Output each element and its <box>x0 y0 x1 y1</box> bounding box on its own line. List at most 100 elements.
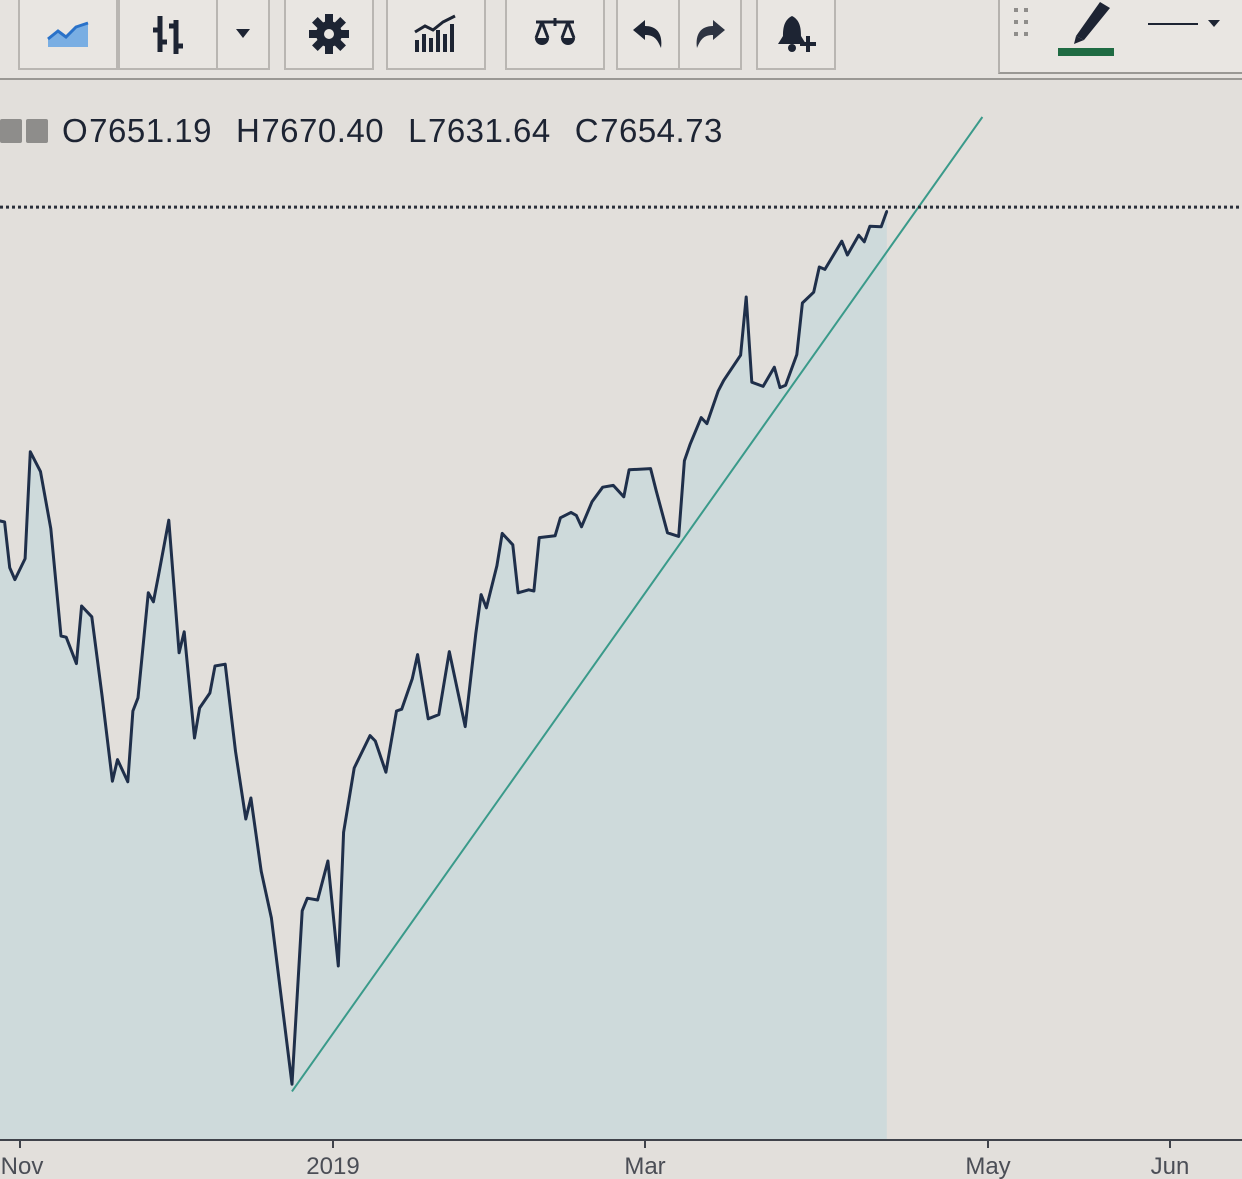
data-point <box>384 771 388 774</box>
data-point <box>374 739 377 743</box>
data-point <box>13 578 17 581</box>
chart-type-bars-button[interactable] <box>118 0 218 70</box>
pencil-tool-button[interactable] <box>1054 0 1120 62</box>
high-value: H7670.40 <box>235 112 385 149</box>
data-point <box>479 593 483 596</box>
data-point <box>193 736 196 740</box>
data-point <box>0 519 1 522</box>
data-point <box>3 520 6 524</box>
indicators-button[interactable] <box>386 0 486 70</box>
data-point <box>538 536 541 539</box>
data-point <box>580 525 583 528</box>
data-point <box>622 495 626 498</box>
data-point <box>840 240 844 243</box>
data-point <box>716 390 720 393</box>
line-style-dropdown[interactable] <box>1142 6 1232 42</box>
data-point <box>739 354 742 357</box>
data-point <box>474 632 477 635</box>
data-point <box>485 606 488 609</box>
data-point <box>157 574 160 577</box>
data-point <box>64 636 68 639</box>
gear-icon <box>309 14 349 54</box>
data-point <box>511 543 514 546</box>
data-point <box>59 634 63 638</box>
chart-type-dropdown[interactable] <box>216 0 270 70</box>
data-point <box>773 366 776 369</box>
data-point <box>464 725 467 728</box>
redo-button[interactable] <box>678 0 742 70</box>
data-point <box>745 295 748 299</box>
data-point <box>49 527 52 530</box>
settings-button[interactable] <box>284 0 374 70</box>
x-tick-label: Nov <box>1 1153 44 1179</box>
data-point <box>885 210 888 213</box>
data-point <box>244 817 247 821</box>
data-point <box>290 1083 294 1086</box>
data-point <box>167 519 171 522</box>
data-point <box>270 916 273 920</box>
add-alert-button[interactable] <box>756 0 836 70</box>
data-point <box>326 859 330 863</box>
data-point <box>495 564 499 567</box>
undo-button[interactable] <box>616 0 680 70</box>
data-point <box>559 516 562 519</box>
close-value: C7654.73 <box>574 112 723 149</box>
data-point <box>198 706 201 710</box>
chart-type-area-button[interactable] <box>18 0 118 70</box>
pencil-color-swatch <box>1058 48 1114 56</box>
line-style-icon <box>1148 20 1220 27</box>
redo-icon <box>696 20 725 48</box>
data-point <box>342 831 345 834</box>
data-point <box>761 385 765 388</box>
plot-area <box>0 116 1242 1140</box>
data-point <box>111 780 114 783</box>
data-point <box>306 897 309 900</box>
trendline[interactable] <box>291 116 984 1092</box>
data-point <box>177 651 181 654</box>
data-point <box>411 677 414 680</box>
data-point <box>337 964 340 968</box>
data-point <box>655 489 658 492</box>
data-point <box>666 531 669 534</box>
legend-settings-icon[interactable] <box>26 119 48 143</box>
data-point <box>649 467 652 470</box>
data-point <box>259 870 263 873</box>
bars-icon <box>153 16 183 54</box>
data-point <box>516 591 520 594</box>
data-point <box>784 384 787 387</box>
drawing-panel <box>998 0 1242 74</box>
data-point <box>249 796 253 800</box>
series-area-fill <box>0 211 887 1140</box>
grip-icon[interactable] <box>1012 6 1032 42</box>
data-point <box>527 588 530 591</box>
data-point <box>750 381 754 384</box>
legend-toggle-icon[interactable] <box>0 119 22 143</box>
data-point <box>23 557 27 560</box>
data-point <box>801 301 804 305</box>
data-point <box>136 696 140 699</box>
data-point <box>39 470 42 473</box>
data-point <box>612 484 615 487</box>
data-point <box>147 591 150 594</box>
pencil-icon <box>1058 2 1114 56</box>
compare-button[interactable] <box>505 0 605 70</box>
indicators-icon <box>414 14 456 52</box>
data-point <box>400 708 403 711</box>
x-tick-label: 2019 <box>306 1153 359 1179</box>
data-point <box>823 268 827 271</box>
data-point <box>8 566 11 569</box>
data-point <box>688 443 692 446</box>
data-point <box>778 386 782 389</box>
data-point <box>705 422 709 425</box>
undo-icon <box>633 20 662 48</box>
data-point <box>601 486 604 489</box>
data-point <box>553 534 557 537</box>
data-point <box>352 766 356 770</box>
x-axis: Nov 2019 Mar May Jun <box>1 1140 1189 1179</box>
x-tick-label: May <box>965 1153 1010 1179</box>
data-point <box>863 240 866 243</box>
data-point <box>857 234 860 237</box>
open-value: O7651.19 <box>62 112 212 149</box>
data-point <box>208 691 212 695</box>
